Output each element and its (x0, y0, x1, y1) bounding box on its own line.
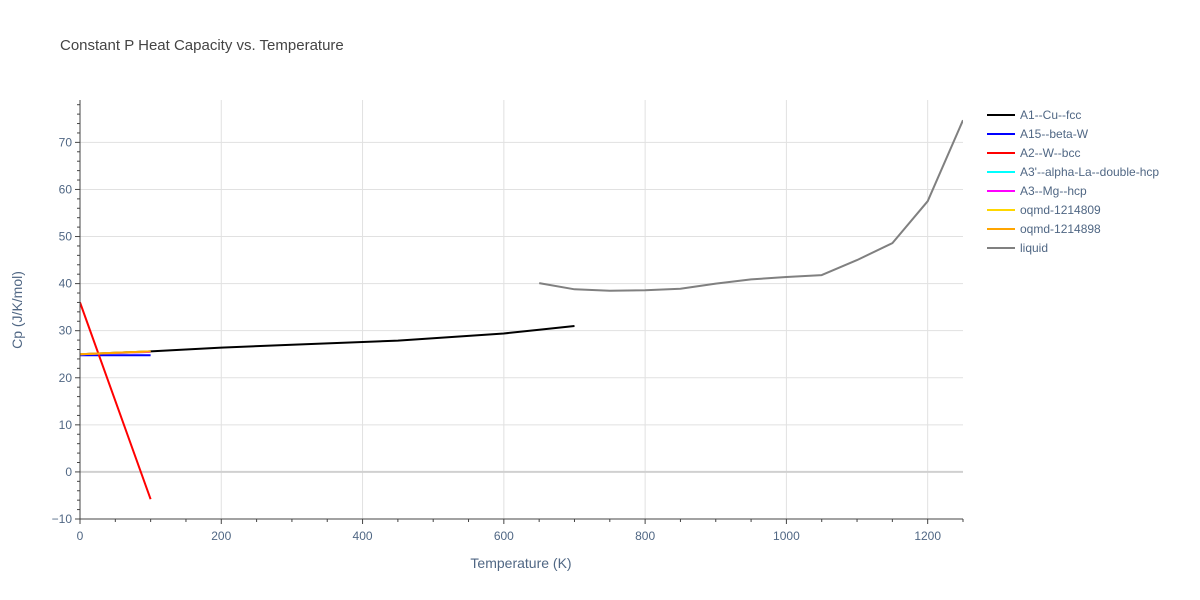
legend-label: A3--Mg--hcp (1020, 184, 1087, 198)
legend-label: oqmd-1214809 (1020, 203, 1101, 217)
series-line-a2-w-bcc (80, 302, 152, 500)
y-tick-label: 30 (59, 324, 73, 338)
x-tick-label: 200 (211, 529, 231, 543)
y-tick-label: 60 (59, 182, 73, 196)
legend-label: A15--beta-W (1020, 127, 1089, 141)
x-axis-title: Temperature (K) (470, 555, 571, 571)
legend-item-a15-beta-w[interactable]: A15--beta-W (987, 127, 1089, 141)
legend-label: A1--Cu--fcc (1020, 108, 1081, 122)
series-line-oqmd-1214898 (80, 350, 151, 356)
legend-label: liquid (1020, 241, 1048, 255)
x-tick-label: 0 (77, 529, 84, 543)
y-tick-label: 70 (59, 135, 73, 149)
legend-item-oqmd-1214898[interactable]: oqmd-1214898 (987, 222, 1101, 236)
legend-label: A2--W--bcc (1020, 146, 1080, 160)
chart-title: Constant P Heat Capacity vs. Temperature (60, 37, 344, 54)
y-tick-label: 20 (59, 371, 73, 385)
legend-item-a3-mg-hcp[interactable]: A3--Mg--hcp (987, 184, 1087, 198)
legend-label: oqmd-1214898 (1020, 222, 1101, 236)
series-line-a1-cu-fcc (80, 325, 575, 356)
grid (79, 100, 963, 520)
legend[interactable]: A1--Cu--fcc A15--beta-W A2--W--bcc A3'--alp… (987, 108, 1159, 255)
y-tick-label: 10 (59, 418, 73, 432)
x-tick-label: 400 (353, 529, 373, 543)
y-tick-label: 50 (59, 230, 73, 244)
legend-item-a1-cu-fcc[interactable]: A1--Cu--fcc (987, 108, 1081, 122)
y-tick-label: −10 (52, 512, 73, 526)
x-tick-label: 1200 (914, 529, 941, 543)
axes: 0 200 400 600 800 1000 1200 −10 0 10 20 30 40 50 60 70 (52, 100, 964, 543)
legend-item-oqmd-1214809[interactable]: oqmd-1214809 (987, 203, 1101, 217)
series-line-liquid (539, 119, 963, 292)
x-tick-label: 1000 (773, 529, 800, 543)
x-tick-label: 800 (635, 529, 655, 543)
x-tick-label: 600 (494, 529, 514, 543)
legend-item-a2-w-bcc[interactable]: A2--W--bcc (987, 146, 1080, 160)
legend-label: A3'--alpha-La--double-hcp (1020, 165, 1159, 179)
y-tick-label: 40 (59, 277, 73, 291)
y-axis-title: Cp (J/K/mol) (9, 271, 25, 349)
legend-item-a3-alpha-la-double-hcp[interactable]: A3'--alpha-La--double-hcp (987, 165, 1159, 179)
legend-item-liquid[interactable]: liquid (987, 241, 1048, 255)
plot-area (80, 119, 963, 500)
y-tick-label: 0 (65, 465, 72, 479)
